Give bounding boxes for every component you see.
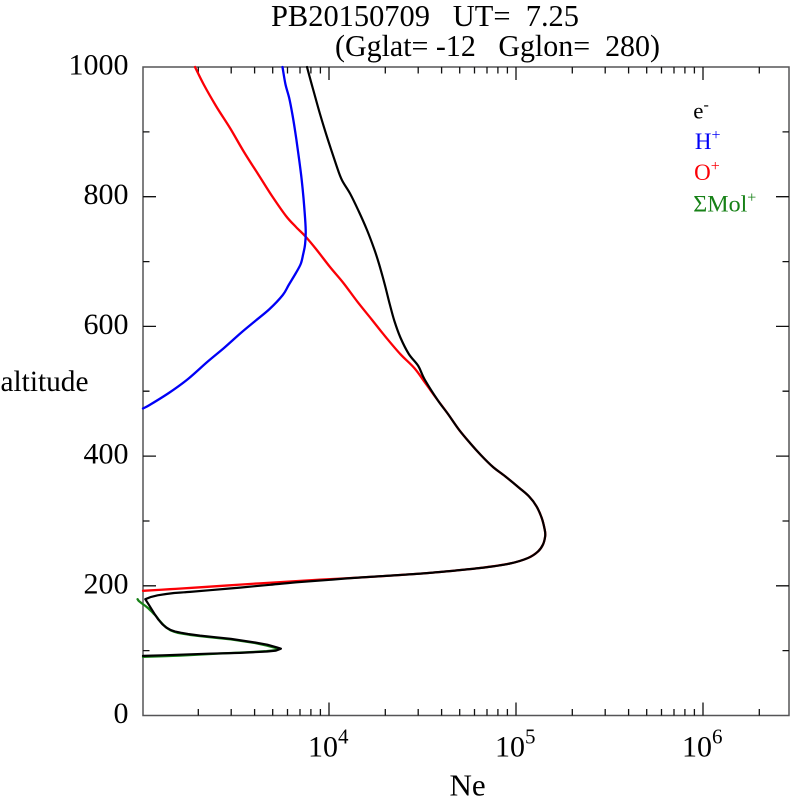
svg-text:1000: 1000 bbox=[69, 49, 129, 82]
svg-text:105: 105 bbox=[495, 725, 536, 764]
svg-text:ΣMol+: ΣMol+ bbox=[693, 190, 756, 217]
svg-text:800: 800 bbox=[84, 178, 129, 211]
svg-text:104: 104 bbox=[308, 725, 349, 764]
svg-text:(Gglat= -12 Gglon= 280): (Gglat= -12 Gglon= 280) bbox=[335, 28, 660, 63]
svg-text:400: 400 bbox=[84, 438, 129, 471]
svg-text:Ne: Ne bbox=[450, 768, 486, 797]
svg-text:106: 106 bbox=[682, 725, 723, 764]
svg-text:altitude: altitude bbox=[1, 366, 89, 398]
svg-text:O+: O+ bbox=[694, 158, 720, 185]
svg-text:600: 600 bbox=[84, 308, 129, 341]
svg-text:PB20150709 UT= 7.25: PB20150709 UT= 7.25 bbox=[271, 0, 579, 33]
svg-text:H+: H+ bbox=[695, 127, 721, 154]
svg-text:200: 200 bbox=[84, 567, 129, 600]
svg-text:e-: e- bbox=[693, 97, 709, 124]
svg-text:0: 0 bbox=[114, 697, 129, 730]
